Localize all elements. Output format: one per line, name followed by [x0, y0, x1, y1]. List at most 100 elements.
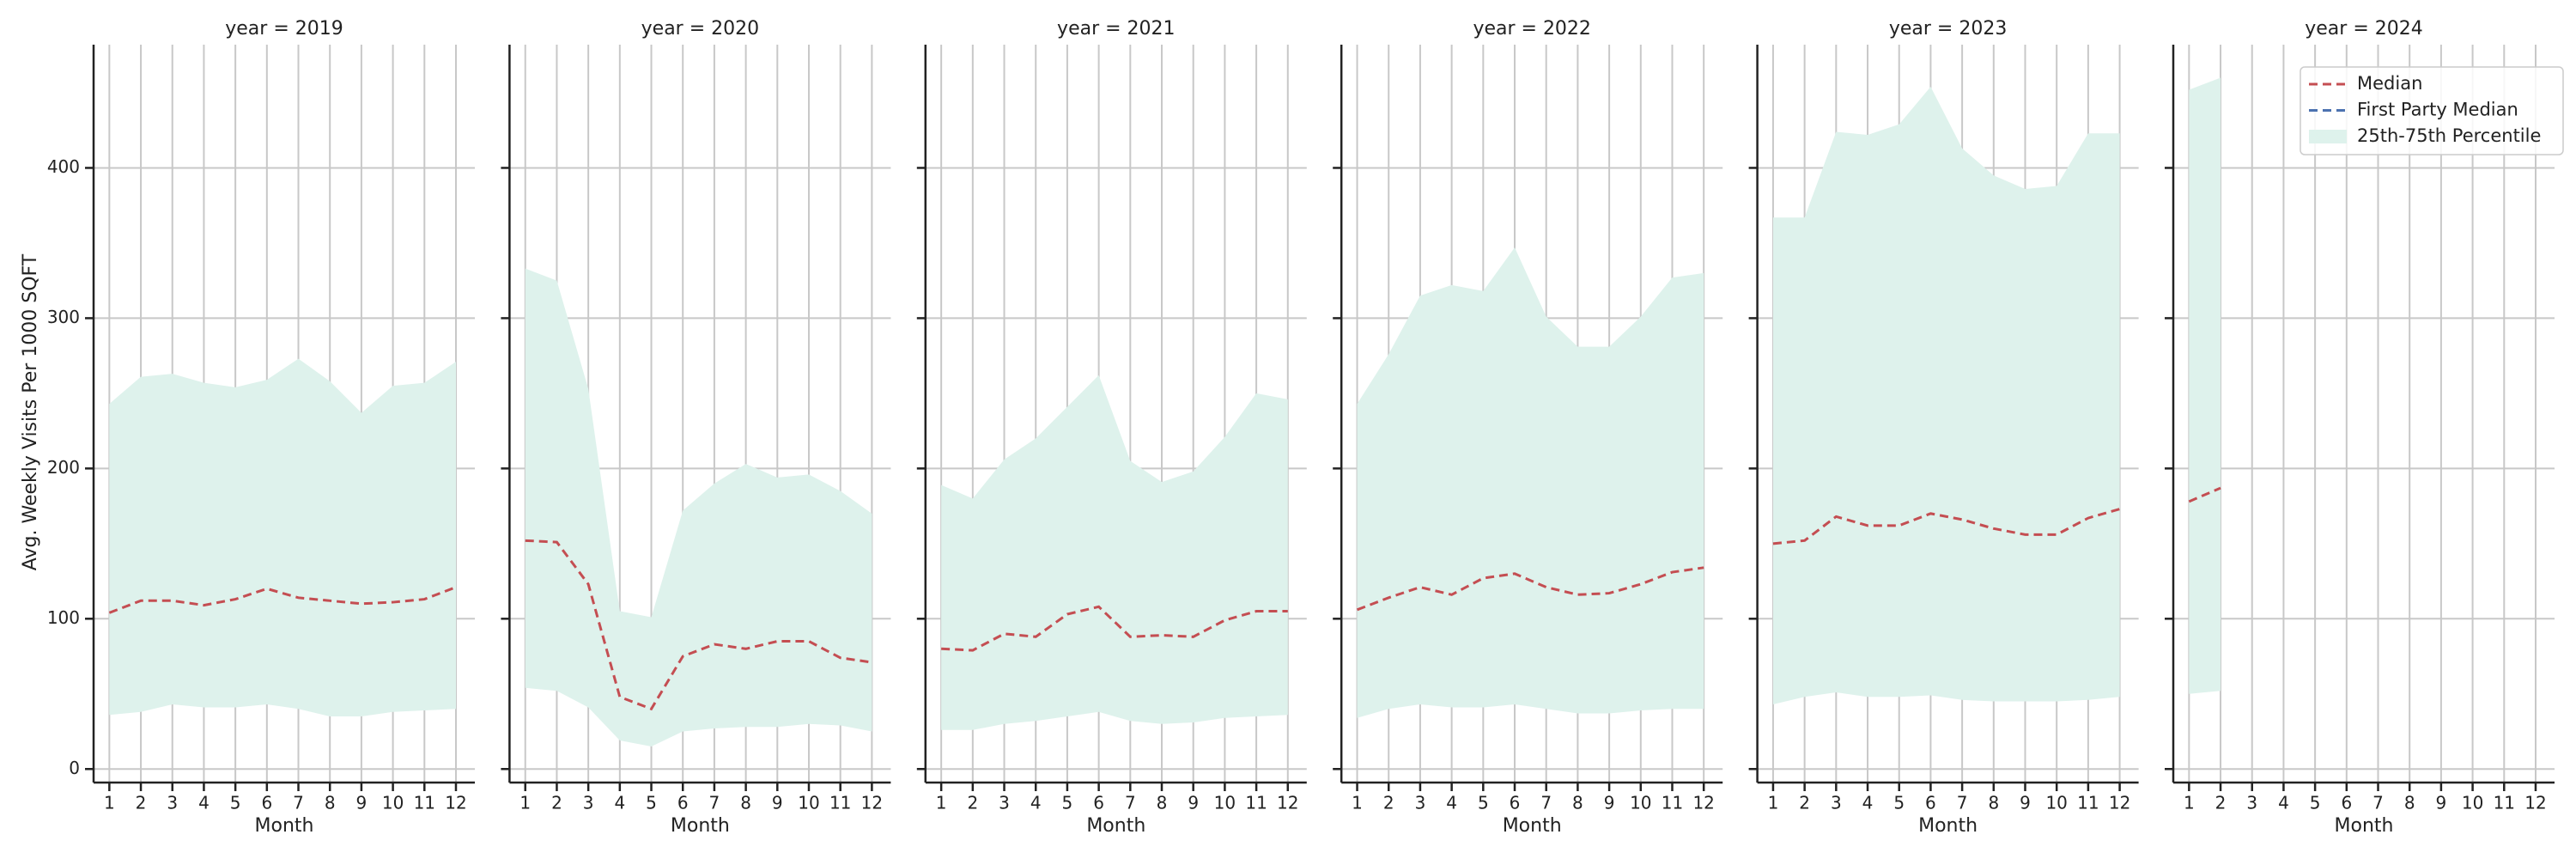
x-tick-label: 11 [2494, 793, 2515, 813]
percentile-band [941, 375, 1288, 730]
x-tick-label: 12 [445, 793, 466, 813]
x-tick-label: 4 [1030, 793, 1042, 813]
y-tick-label: 300 [47, 307, 80, 327]
x-tick-label: 5 [1062, 793, 1073, 813]
x-tick-label: 11 [829, 793, 851, 813]
x-tick-label: 9 [1604, 793, 1615, 813]
percentile-band [109, 358, 456, 717]
facet-title: year = 2021 [1057, 18, 1176, 40]
y-tick-label: 100 [47, 607, 80, 628]
x-tick-label: 6 [1925, 793, 1936, 813]
x-tick-label: 1 [1352, 793, 1363, 813]
percentile-band [2189, 77, 2221, 694]
x-tick-label: 2 [551, 793, 562, 813]
x-tick-label: 7 [709, 793, 720, 813]
legend-label: First Party Median [2357, 100, 2518, 120]
x-tick-label: 3 [583, 793, 594, 813]
x-axis-label: Month [2335, 815, 2394, 837]
x-tick-label: 4 [2278, 793, 2289, 813]
x-tick-label: 8 [1157, 793, 1168, 813]
x-tick-label: 3 [1831, 793, 1842, 813]
x-tick-label: 2 [136, 793, 147, 813]
x-tick-label: 5 [1893, 793, 1905, 813]
x-axis-label: Month [1503, 815, 1562, 837]
median-line [1357, 566, 1704, 612]
y-tick-label: 200 [47, 457, 80, 478]
y-axis-label: Avg. Weekly Visits Per 1000 SQFT [20, 253, 41, 570]
x-tick-label: 5 [646, 793, 657, 813]
x-tick-label: 10 [798, 793, 819, 813]
legend-label: Median [2357, 73, 2422, 94]
x-tick-label: 11 [1662, 793, 1683, 813]
x-tick-label: 12 [2524, 793, 2546, 813]
x-axis-label: Month [1918, 815, 1978, 837]
x-tick-label: 12 [2109, 793, 2130, 813]
x-tick-label: 2 [1799, 793, 1810, 813]
x-tick-label: 8 [1988, 793, 1999, 813]
y-tick-label: 400 [47, 156, 80, 177]
x-tick-label: 11 [2077, 793, 2099, 813]
x-tick-label: 9 [356, 793, 368, 813]
x-tick-label: 1 [104, 793, 115, 813]
x-tick-label: 7 [1957, 793, 1968, 813]
x-tick-label: 3 [1415, 793, 1426, 813]
x-tick-label: 5 [2310, 793, 2321, 813]
x-tick-label: 9 [772, 793, 783, 813]
x-tick-label: 11 [1245, 793, 1267, 813]
x-tick-label: 3 [999, 793, 1010, 813]
x-tick-label: 12 [1692, 793, 1714, 813]
x-tick-label: 10 [1214, 793, 1236, 813]
x-axis-label: Month [1086, 815, 1145, 837]
x-tick-label: 1 [2184, 793, 2195, 813]
x-tick-label: 4 [614, 793, 625, 813]
x-tick-label: 10 [1630, 793, 1651, 813]
x-tick-label: 7 [2372, 793, 2384, 813]
x-tick-label: 1 [1768, 793, 1779, 813]
x-tick-label: 9 [2020, 793, 2031, 813]
legend-box [2300, 66, 2564, 155]
x-tick-label: 2 [967, 793, 978, 813]
median-line [525, 539, 872, 711]
x-tick-label: 7 [1540, 793, 1552, 813]
x-tick-label: 6 [2341, 793, 2352, 813]
x-tick-label: 5 [1478, 793, 1489, 813]
x-tick-label: 6 [677, 793, 689, 813]
facet-title: year = 2024 [2305, 18, 2423, 40]
x-tick-label: 5 [230, 793, 241, 813]
facet-title: year = 2023 [1889, 18, 2008, 40]
x-tick-label: 6 [261, 793, 272, 813]
x-tick-label: 3 [2246, 793, 2257, 813]
x-tick-label: 9 [1188, 793, 1199, 813]
x-tick-label: 4 [1446, 793, 1457, 813]
median-line [1772, 508, 2120, 545]
legend-label: 25th-75th Percentile [2357, 125, 2541, 146]
facet-title: year = 2020 [641, 18, 760, 40]
x-tick-label: 4 [1862, 793, 1874, 813]
x-tick-label: 4 [198, 793, 210, 813]
y-tick-label: 0 [69, 758, 80, 778]
x-axis-label: Month [255, 815, 314, 837]
x-tick-label: 11 [414, 793, 435, 813]
median-line [2188, 486, 2221, 503]
x-tick-label: 6 [1093, 793, 1104, 813]
x-tick-label: 8 [2404, 793, 2415, 813]
x-tick-label: 2 [2215, 793, 2227, 813]
x-tick-label: 8 [325, 793, 336, 813]
x-tick-label: 12 [1277, 793, 1298, 813]
median-line [941, 605, 1288, 652]
percentile-band [525, 268, 872, 747]
percentile-band [1772, 86, 2120, 705]
x-axis-label: Month [671, 815, 730, 837]
x-tick-label: 7 [293, 793, 304, 813]
x-tick-label: 2 [1383, 793, 1394, 813]
x-tick-label: 1 [936, 793, 947, 813]
x-tick-label: 12 [861, 793, 883, 813]
x-tick-label: 3 [167, 793, 178, 813]
legend-swatch [2309, 130, 2347, 143]
median-line [108, 586, 457, 614]
x-tick-label: 10 [382, 793, 404, 813]
facet-title: year = 2022 [1473, 18, 1591, 40]
x-tick-label: 8 [740, 793, 751, 813]
x-tick-label: 10 [2462, 793, 2483, 813]
